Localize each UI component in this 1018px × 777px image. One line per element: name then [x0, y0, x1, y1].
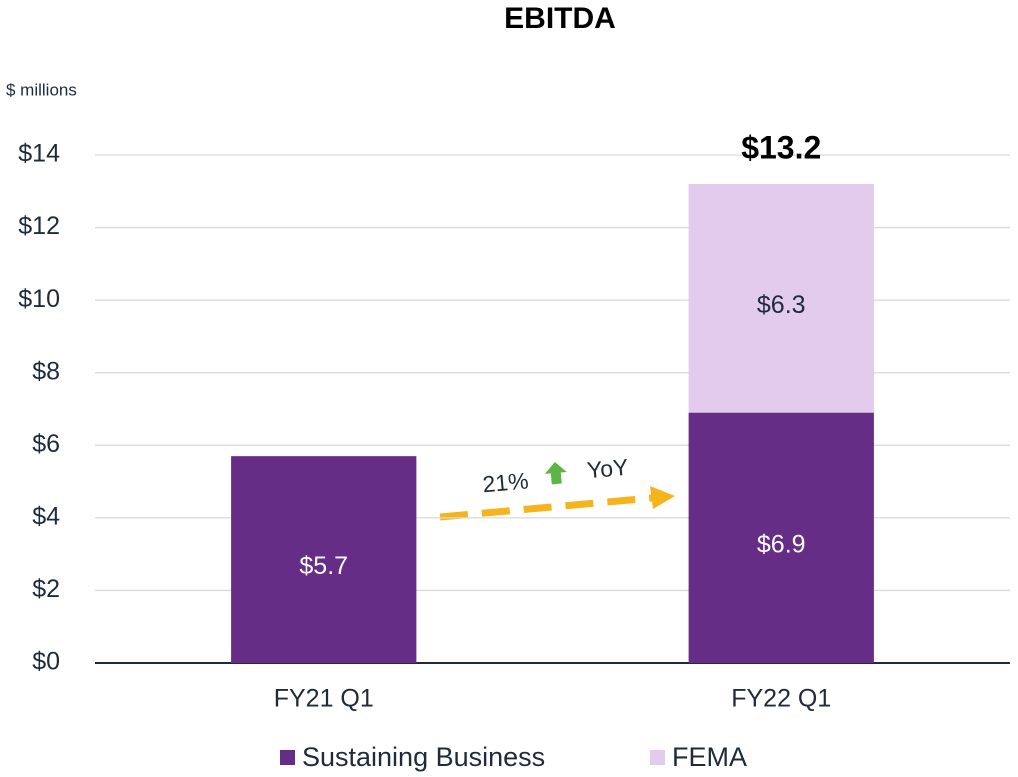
y-tick-label: $12 — [18, 212, 60, 240]
legend-label: Sustaining Business — [302, 742, 545, 772]
yoy-label: YoY — [586, 454, 629, 484]
y-tick-label: $14 — [18, 140, 60, 168]
y-tick-label: $4 — [32, 502, 60, 530]
value-label: $6.9 — [757, 530, 806, 558]
y-tick-label: $0 — [32, 648, 60, 676]
y-tick-label: $2 — [32, 575, 60, 603]
legend-swatch — [650, 750, 665, 765]
yoy-annotation: 21% YoY — [439, 454, 675, 521]
plot: $0 $2 $4 $6 $8 $10 $12 $14 FY21 Q1 $5.7 FY22 Q1 $6.… — [18, 129, 1010, 772]
bar-segment — [688, 184, 874, 413]
y-tick-label: $6 — [32, 430, 60, 458]
bar-segment — [231, 456, 417, 663]
arrow-head — [650, 486, 675, 509]
bar-segment — [688, 412, 874, 663]
x-tick-label: FY21 Q1 — [274, 685, 374, 713]
value-label: $5.7 — [299, 552, 348, 580]
up-icon — [544, 461, 567, 485]
value-label: $6.3 — [757, 291, 806, 319]
legend-label: FEMA — [672, 742, 747, 772]
y-tick-label: $8 — [32, 357, 60, 385]
growth-label: 21% — [481, 467, 529, 497]
chart-title: EBITDA — [504, 2, 616, 35]
legend-swatch — [280, 750, 295, 765]
y-tick-label: $10 — [18, 285, 60, 313]
y-axis-label: $ millions — [6, 80, 77, 99]
total-label: $13.2 — [741, 129, 821, 165]
trend-arrow — [439, 494, 653, 521]
x-tick-label: FY22 Q1 — [731, 685, 831, 713]
